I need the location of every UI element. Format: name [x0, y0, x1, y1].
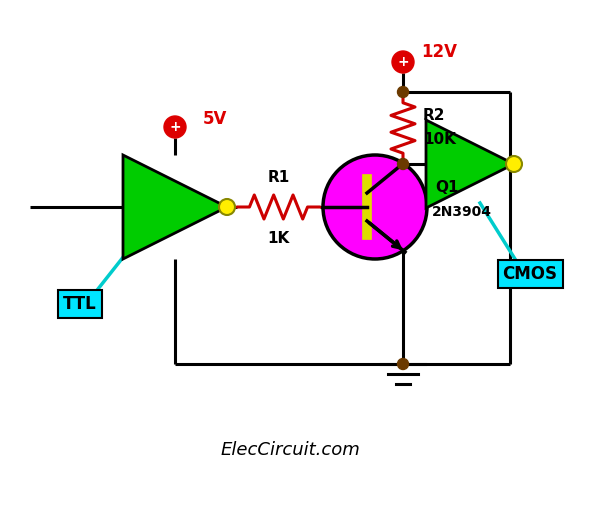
Circle shape [221, 201, 233, 212]
Text: R2: R2 [423, 109, 445, 124]
Circle shape [323, 155, 427, 259]
Text: +: + [169, 120, 181, 134]
Text: 5V: 5V [203, 110, 227, 128]
Circle shape [398, 87, 409, 98]
Text: ElecCircuit.com: ElecCircuit.com [220, 441, 360, 459]
Text: R1: R1 [268, 170, 290, 185]
Text: 1K: 1K [268, 231, 290, 246]
Text: Q1: Q1 [435, 180, 458, 195]
Text: 10K: 10K [423, 133, 456, 148]
Circle shape [219, 199, 235, 215]
Circle shape [392, 51, 414, 73]
Text: 2N3904: 2N3904 [432, 205, 492, 219]
Text: CMOS: CMOS [503, 265, 557, 283]
Polygon shape [123, 155, 227, 259]
Text: 12V: 12V [421, 43, 457, 61]
Text: +: + [397, 55, 409, 69]
Circle shape [506, 156, 522, 172]
Text: TTL: TTL [63, 295, 97, 313]
Polygon shape [426, 120, 514, 208]
Circle shape [398, 159, 409, 170]
Circle shape [398, 359, 409, 370]
Circle shape [164, 116, 186, 138]
